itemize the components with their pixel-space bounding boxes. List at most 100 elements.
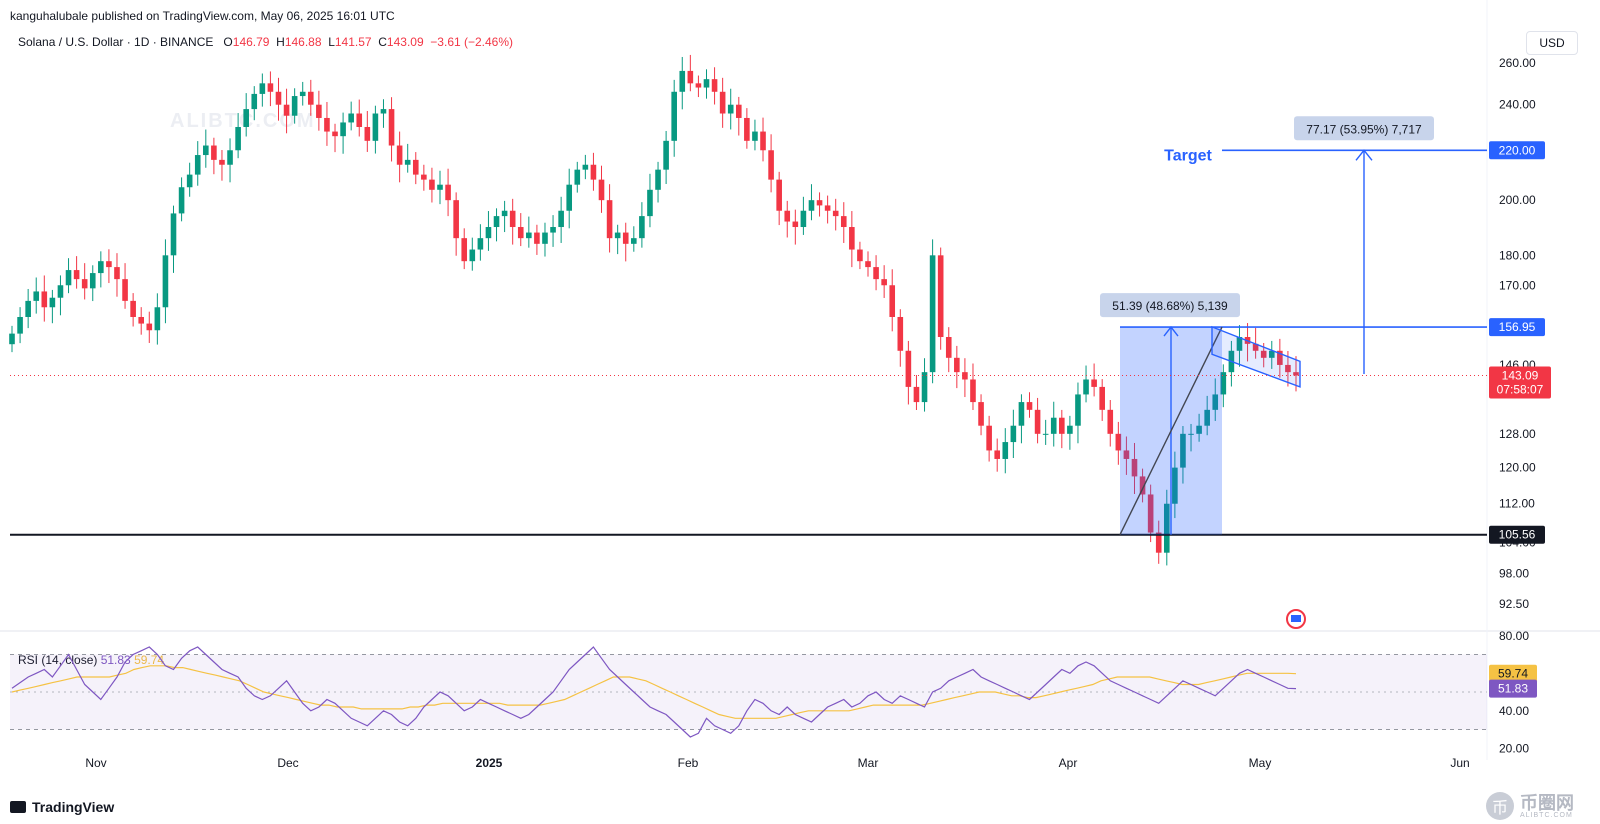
candle-body xyxy=(41,291,48,308)
candle-body xyxy=(614,232,621,239)
candle-body xyxy=(380,109,387,114)
price-axis-tick: 98.00 xyxy=(1499,567,1529,581)
coin-icon: 币 xyxy=(1486,792,1514,820)
level-badge xyxy=(1489,141,1545,160)
candle-body xyxy=(865,261,871,268)
price-axis-tick: 92.50 xyxy=(1499,597,1529,611)
candle-body xyxy=(235,126,241,151)
candle-body xyxy=(340,122,346,137)
candle-body xyxy=(493,216,500,228)
candle-body xyxy=(1163,503,1170,553)
rsi-label[interactable]: RSI (14, close) xyxy=(18,653,98,667)
symbol-label[interactable]: Solana / U.S. Dollar · 1D · BINANCE xyxy=(18,35,214,49)
candle-body xyxy=(65,270,72,286)
time-axis-tick: 2025 xyxy=(476,756,503,770)
candle-body xyxy=(768,150,774,180)
candle-body xyxy=(1236,337,1243,351)
candle-body xyxy=(784,210,791,222)
candle-body xyxy=(429,179,435,190)
candle-body xyxy=(1212,394,1219,410)
candle-body xyxy=(574,169,581,185)
candle-body xyxy=(437,184,443,190)
time-axis-tick: Jun xyxy=(1450,756,1469,770)
candle-body xyxy=(1099,386,1105,410)
candle-body xyxy=(1260,350,1267,358)
candle-body xyxy=(897,316,904,351)
candle-body xyxy=(889,285,896,317)
candle-body xyxy=(324,117,330,132)
candle-body xyxy=(404,159,411,165)
candle-body xyxy=(517,227,524,239)
candle-body xyxy=(1018,402,1025,426)
rsi-ma-line xyxy=(11,665,1297,719)
candle-body xyxy=(17,316,23,334)
candle-body xyxy=(130,300,136,317)
level-badge-label: 105.56 xyxy=(1499,528,1536,542)
price-axis-tick: 200.00 xyxy=(1499,193,1536,207)
candle-body xyxy=(89,273,96,289)
level-badge-label: 156.95 xyxy=(1499,320,1536,334)
measure-label: 51.39 (48.68%) 5,139 xyxy=(1112,299,1228,313)
rsi-axis-tick: 80.00 xyxy=(1499,629,1529,643)
candle-body xyxy=(929,255,936,373)
candle-body xyxy=(106,261,112,268)
price-axis-tick: 112.00 xyxy=(1499,497,1535,511)
currency-button[interactable]: USD xyxy=(1526,31,1578,55)
candle-body xyxy=(954,357,960,373)
tradingview-logo[interactable]: TradingView xyxy=(10,799,114,815)
candle-body xyxy=(760,131,766,151)
candle-body xyxy=(622,232,629,244)
candle-body xyxy=(1196,425,1202,434)
candle-body xyxy=(840,216,847,228)
price-axis-tick: 120.00 xyxy=(1499,461,1536,475)
last-price-badge xyxy=(1489,366,1551,399)
candle-body xyxy=(170,213,177,256)
rsi-ma-value: 59.74 xyxy=(134,653,165,667)
candle-body xyxy=(800,210,807,228)
candle-body xyxy=(33,291,40,301)
candle-body xyxy=(1172,467,1178,504)
candle-body xyxy=(631,238,637,244)
rsi-ma-badge xyxy=(1489,664,1537,683)
candle-body xyxy=(824,205,831,211)
candle-body xyxy=(1123,450,1130,459)
candle-body xyxy=(412,159,419,175)
candle-body xyxy=(558,210,564,228)
candle-body xyxy=(453,200,459,239)
candle-body xyxy=(921,372,928,403)
candle-body xyxy=(994,450,1001,459)
candle-body xyxy=(1155,532,1162,553)
candle-body xyxy=(913,386,920,403)
candle-body xyxy=(639,216,645,239)
candle-body xyxy=(162,255,169,308)
candle-body xyxy=(25,300,31,317)
target-arrow-head xyxy=(1355,149,1373,161)
candle-body xyxy=(1293,372,1299,376)
candle-body xyxy=(727,104,734,114)
candle-body xyxy=(219,159,225,165)
candle-body xyxy=(388,109,395,146)
high-value: 146.88 xyxy=(284,35,322,49)
candle-body xyxy=(332,131,338,137)
candle-body xyxy=(73,270,80,280)
candle-body xyxy=(259,83,266,94)
candle-body xyxy=(873,267,879,280)
candle-body xyxy=(606,200,613,239)
candle-body xyxy=(816,200,823,206)
candle-body xyxy=(203,145,209,156)
candle-body xyxy=(307,91,314,105)
candle-body xyxy=(711,79,718,92)
candle-body xyxy=(526,232,532,239)
candle-body xyxy=(752,131,758,141)
candle-body xyxy=(1091,379,1097,387)
candle-body xyxy=(566,184,573,211)
candle-body xyxy=(1204,409,1210,426)
last-price-label: 143.09 xyxy=(1502,368,1539,382)
candle-body xyxy=(1252,343,1259,351)
price-axis-tick: 260.00 xyxy=(1499,56,1536,70)
candle-body xyxy=(114,267,120,280)
candle-body xyxy=(1139,476,1146,495)
candle-body xyxy=(1050,417,1057,434)
candle-body xyxy=(509,210,516,228)
